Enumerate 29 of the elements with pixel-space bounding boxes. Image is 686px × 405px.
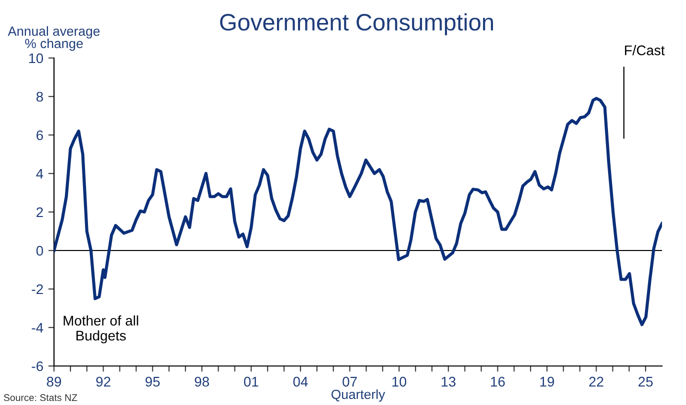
x-tick-label: 25 [638, 376, 653, 387]
x-tick-label: 89 [46, 376, 62, 387]
source-note: Source: Stats NZ [4, 394, 78, 402]
y-tick-label: 4 [36, 168, 44, 179]
x-tick-label: 19 [540, 376, 554, 387]
x-tick-label: 07 [342, 376, 357, 387]
line-series [54, 96, 662, 326]
y-tick-label: 0 [36, 246, 44, 256]
x-tick-label: 13 [442, 376, 456, 387]
x-tick-label: 92 [96, 376, 110, 387]
x-tick-label: 95 [146, 376, 160, 387]
ref-line-label: F/Cast [625, 45, 665, 56]
y-tick-label: -4 [32, 322, 44, 333]
y-tick-label: 6 [36, 130, 43, 140]
x-tick-label: 22 [589, 376, 604, 386]
chart-title: Government Consumption [220, 13, 493, 36]
y-tick-label: 2 [36, 207, 43, 218]
annotation: Mother of all Budgets [64, 315, 138, 344]
y-tick-label: 10 [29, 53, 44, 64]
x-tick-label: 04 [293, 376, 308, 387]
x-tick-label: 16 [491, 376, 505, 387]
y-tick-label: 8 [36, 92, 43, 102]
y-tick-label: -6 [32, 361, 43, 372]
x-tick-label: 98 [194, 376, 210, 387]
y-tick-label: -2 [32, 284, 43, 294]
x-axis-title: Quarterly [331, 389, 386, 402]
y-axis-title: Annual average % change [8, 26, 100, 51]
x-tick-label: 01 [244, 376, 258, 387]
x-tick-label: 10 [392, 376, 406, 387]
